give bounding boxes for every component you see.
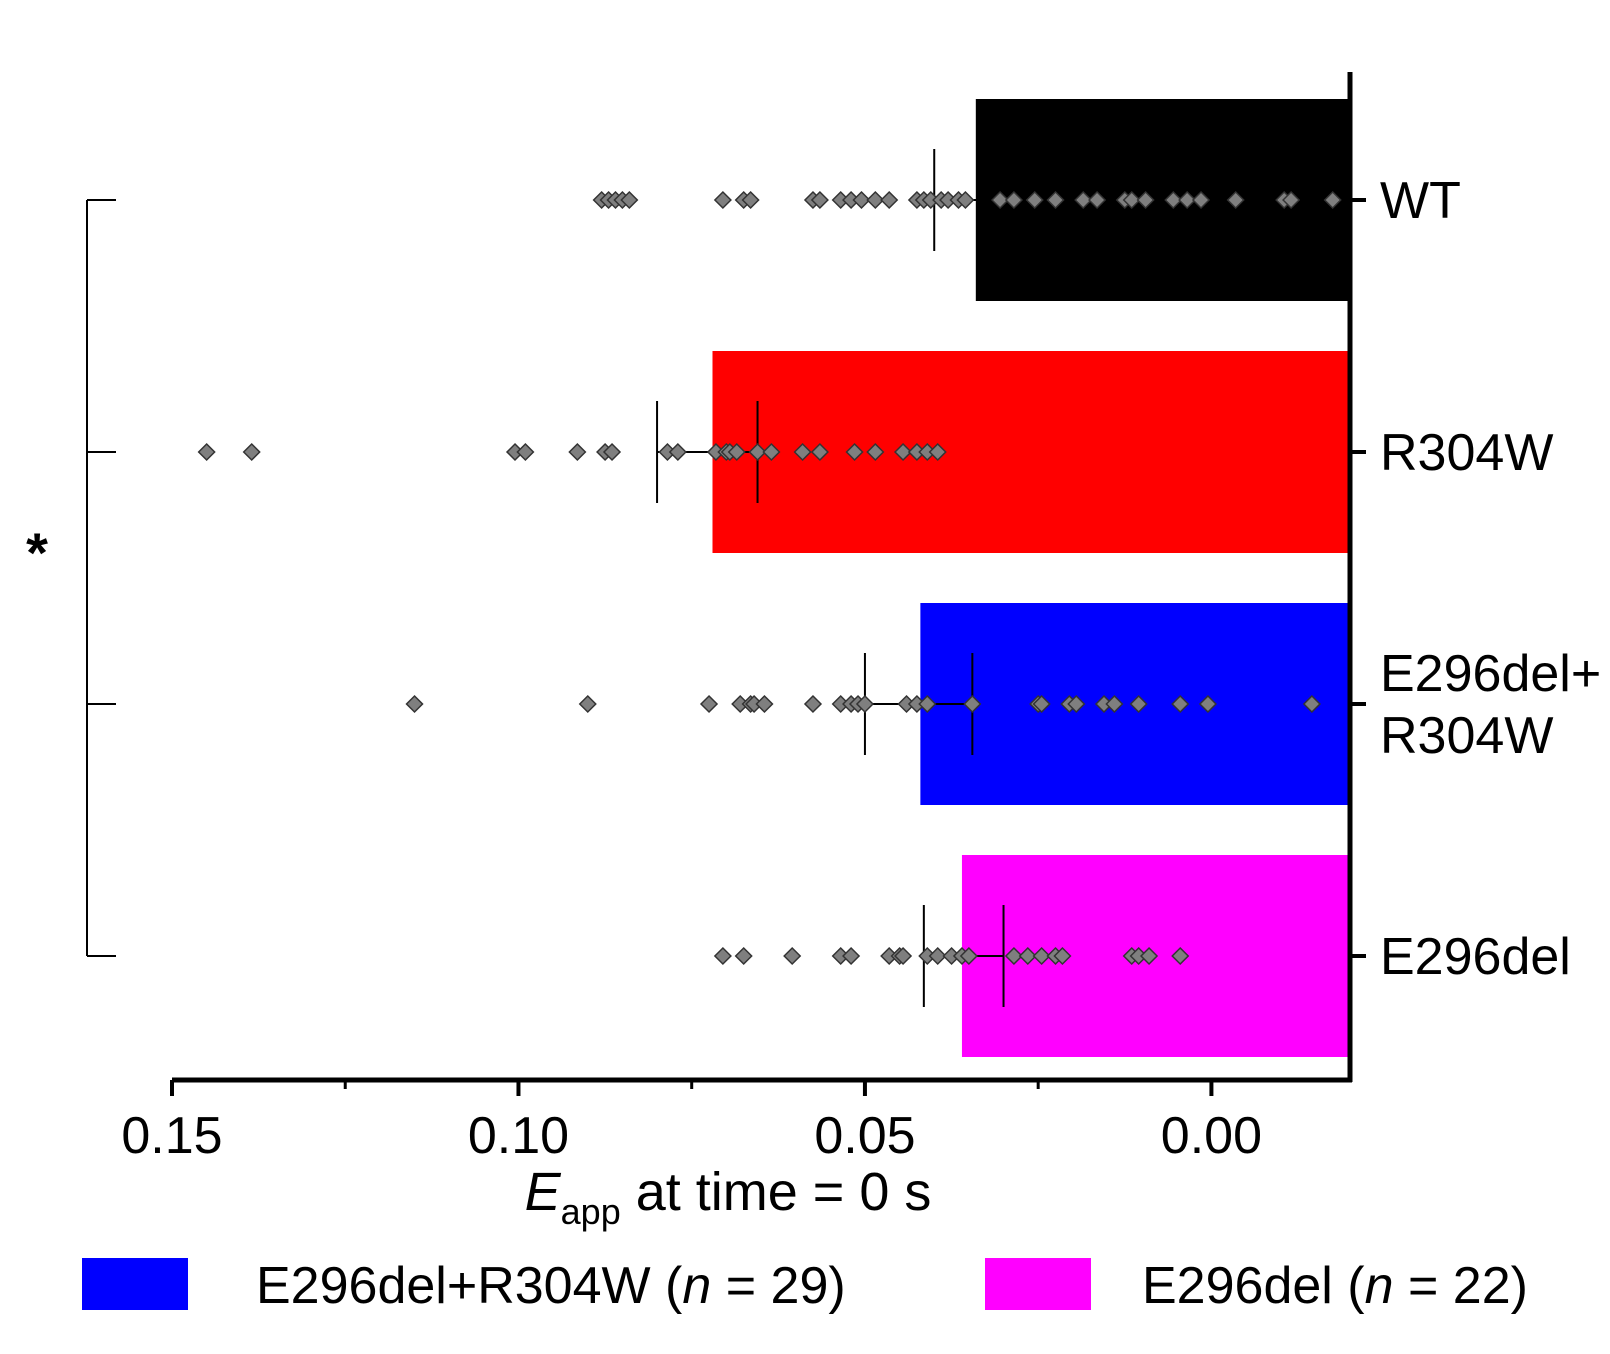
data-point-wt xyxy=(713,190,732,210)
data-point-e296del-r304w xyxy=(578,694,597,714)
data-point-wt xyxy=(810,190,829,210)
data-point-wt xyxy=(880,190,899,210)
data-point-wt xyxy=(1004,190,1023,210)
x-tick-label: 0.15 xyxy=(121,1107,222,1165)
data-point-r304w xyxy=(762,442,781,462)
data-point-wt xyxy=(1088,190,1107,210)
data-point-r304w xyxy=(602,442,622,462)
legend-swatch-e296del-r304w xyxy=(82,1258,188,1310)
data-point-e296del-r304w xyxy=(963,694,982,714)
data-point-wt xyxy=(852,190,871,210)
data-point-e296del-r304w xyxy=(1171,694,1190,714)
data-point-e296del xyxy=(734,946,753,966)
data-point-wt xyxy=(1046,190,1065,210)
category-label-e296del: E296del xyxy=(1380,928,1571,986)
data-point-wt xyxy=(741,190,760,210)
data-point-e296del-r304w xyxy=(1198,694,1218,714)
data-point-e296del xyxy=(1171,946,1190,966)
x-tick-label: 0.05 xyxy=(814,1107,915,1165)
x-axis-title: Eapp at time = 0 s xyxy=(525,1162,932,1232)
data-point-wt xyxy=(956,190,975,210)
category-label-wt: WT xyxy=(1380,172,1461,230)
data-point-r304w xyxy=(845,442,864,462)
data-point-e296del xyxy=(1139,946,1159,966)
data-point-e296del-r304w xyxy=(1302,694,1321,714)
data-point-e296del xyxy=(783,946,802,966)
data-point-wt xyxy=(1122,190,1141,210)
category-label-e296del-r304w: R304W xyxy=(1380,707,1553,765)
legend-label-e296del: E296del (n = 22) xyxy=(1142,1257,1528,1315)
data-point-e296del xyxy=(842,946,861,966)
category-label-r304w: R304W xyxy=(1380,424,1553,482)
data-point-wt xyxy=(1323,190,1342,210)
data-point-wt xyxy=(1074,190,1093,210)
legend-swatch-e296del xyxy=(985,1258,1091,1310)
data-point-e296del-r304w xyxy=(405,694,424,714)
data-point-wt xyxy=(1164,190,1183,210)
data-point-wt xyxy=(1191,190,1211,210)
data-point-wt xyxy=(1136,190,1155,210)
data-point-e296del-r304w xyxy=(855,694,875,714)
x-tick-label: 0.10 xyxy=(468,1107,569,1165)
bars-layer xyxy=(712,99,1350,1057)
data-point-e296del xyxy=(893,946,913,966)
data-point-e296del-r304w xyxy=(755,694,774,714)
data-point-r304w xyxy=(516,442,535,462)
data-point-wt xyxy=(620,190,639,210)
data-point-wt xyxy=(1226,190,1245,210)
data-point-r304w xyxy=(242,442,261,462)
x-tick-label: 0.00 xyxy=(1161,1107,1262,1165)
data-point-e296del xyxy=(1053,946,1072,966)
data-point-r304w xyxy=(893,442,913,462)
data-point-r304w xyxy=(568,442,587,462)
data-point-e296del-r304w xyxy=(918,694,937,714)
data-point-wt xyxy=(991,190,1010,210)
data-point-wt xyxy=(1178,190,1197,210)
data-point-e296del xyxy=(713,946,732,966)
data-point-e296del xyxy=(1032,946,1051,966)
legend-label-e296del-r304w: E296del+R304W (n = 29) xyxy=(256,1257,846,1315)
data-point-e296del-r304w xyxy=(803,694,823,714)
data-point-r304w xyxy=(727,442,746,462)
data-point-e296del-r304w xyxy=(1129,694,1148,714)
data-point-wt xyxy=(1282,190,1301,210)
x-axis-title-symbol: E xyxy=(525,1162,562,1222)
legend: E296del+R304W (n = 29) E296del (n = 22) xyxy=(82,1257,1528,1315)
data-point-r304w xyxy=(197,442,216,462)
data-point-r304w xyxy=(810,442,829,462)
data-point-wt xyxy=(1025,190,1044,210)
significance-label: * xyxy=(26,521,48,584)
data-point-e296del-r304w xyxy=(699,694,719,714)
data-point-e296del xyxy=(928,946,947,966)
points-layer xyxy=(197,149,1342,1007)
data-point-r304w xyxy=(748,442,767,462)
data-point-r304w xyxy=(866,442,885,462)
data-point-e296del xyxy=(1018,946,1037,966)
data-point-wt xyxy=(866,190,885,210)
data-point-e296del-r304w xyxy=(1067,694,1086,714)
data-point-e296del xyxy=(959,946,978,966)
data-point-r304w xyxy=(928,442,947,462)
data-point-r304w xyxy=(668,442,687,462)
axes-layer xyxy=(86,72,1366,1096)
data-point-e296del-r304w xyxy=(1105,694,1124,714)
category-label-e296del-r304w: E296del+ xyxy=(1380,645,1601,703)
data-point-e296del xyxy=(1004,946,1023,966)
data-point-r304w xyxy=(793,442,812,462)
data-point-e296del-r304w xyxy=(1032,694,1051,714)
x-axis-title-subscript: app xyxy=(561,1191,621,1232)
x-axis-title-rest: at time = 0 s xyxy=(621,1162,932,1222)
